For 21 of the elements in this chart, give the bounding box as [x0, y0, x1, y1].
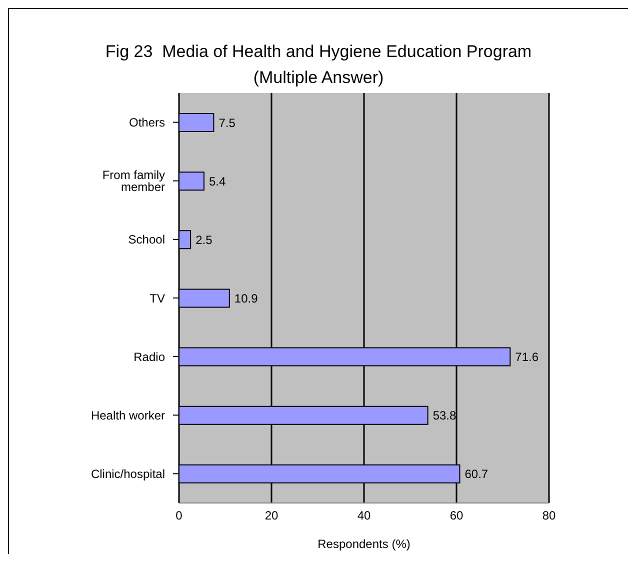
data-label: 60.7 — [464, 467, 488, 482]
x-tick-label: 80 — [542, 508, 556, 523]
y-tick-label: Clinic/hospital — [90, 466, 165, 481]
x-tick-label: 40 — [357, 508, 371, 523]
data-label: 7.5 — [218, 116, 236, 130]
y-tick-label: Others — [128, 116, 165, 130]
data-label: 5.4 — [208, 174, 226, 188]
y-tick-label: From family member — [102, 168, 165, 194]
y-tick-label: School — [128, 232, 165, 247]
y-tick-label: Health worker — [90, 408, 165, 422]
x-tick-label: 0 — [176, 508, 183, 523]
y-tick-label: TV — [150, 291, 165, 306]
chart-title: Fig 23 Media of Health and Hygiene Education Program (Multiple Answer) — [104, 41, 533, 89]
x-tick-label: 20 — [264, 508, 278, 523]
data-label: 10.9 — [234, 291, 258, 306]
x-axis-title: Respondents (%) — [318, 537, 410, 551]
x-tick-label: 60 — [450, 508, 464, 523]
data-label: 53.8 — [432, 408, 457, 423]
data-label: 2.5 — [196, 232, 213, 247]
data-label: 71.6 — [515, 350, 539, 364]
y-tick-label: Radio — [134, 350, 166, 364]
